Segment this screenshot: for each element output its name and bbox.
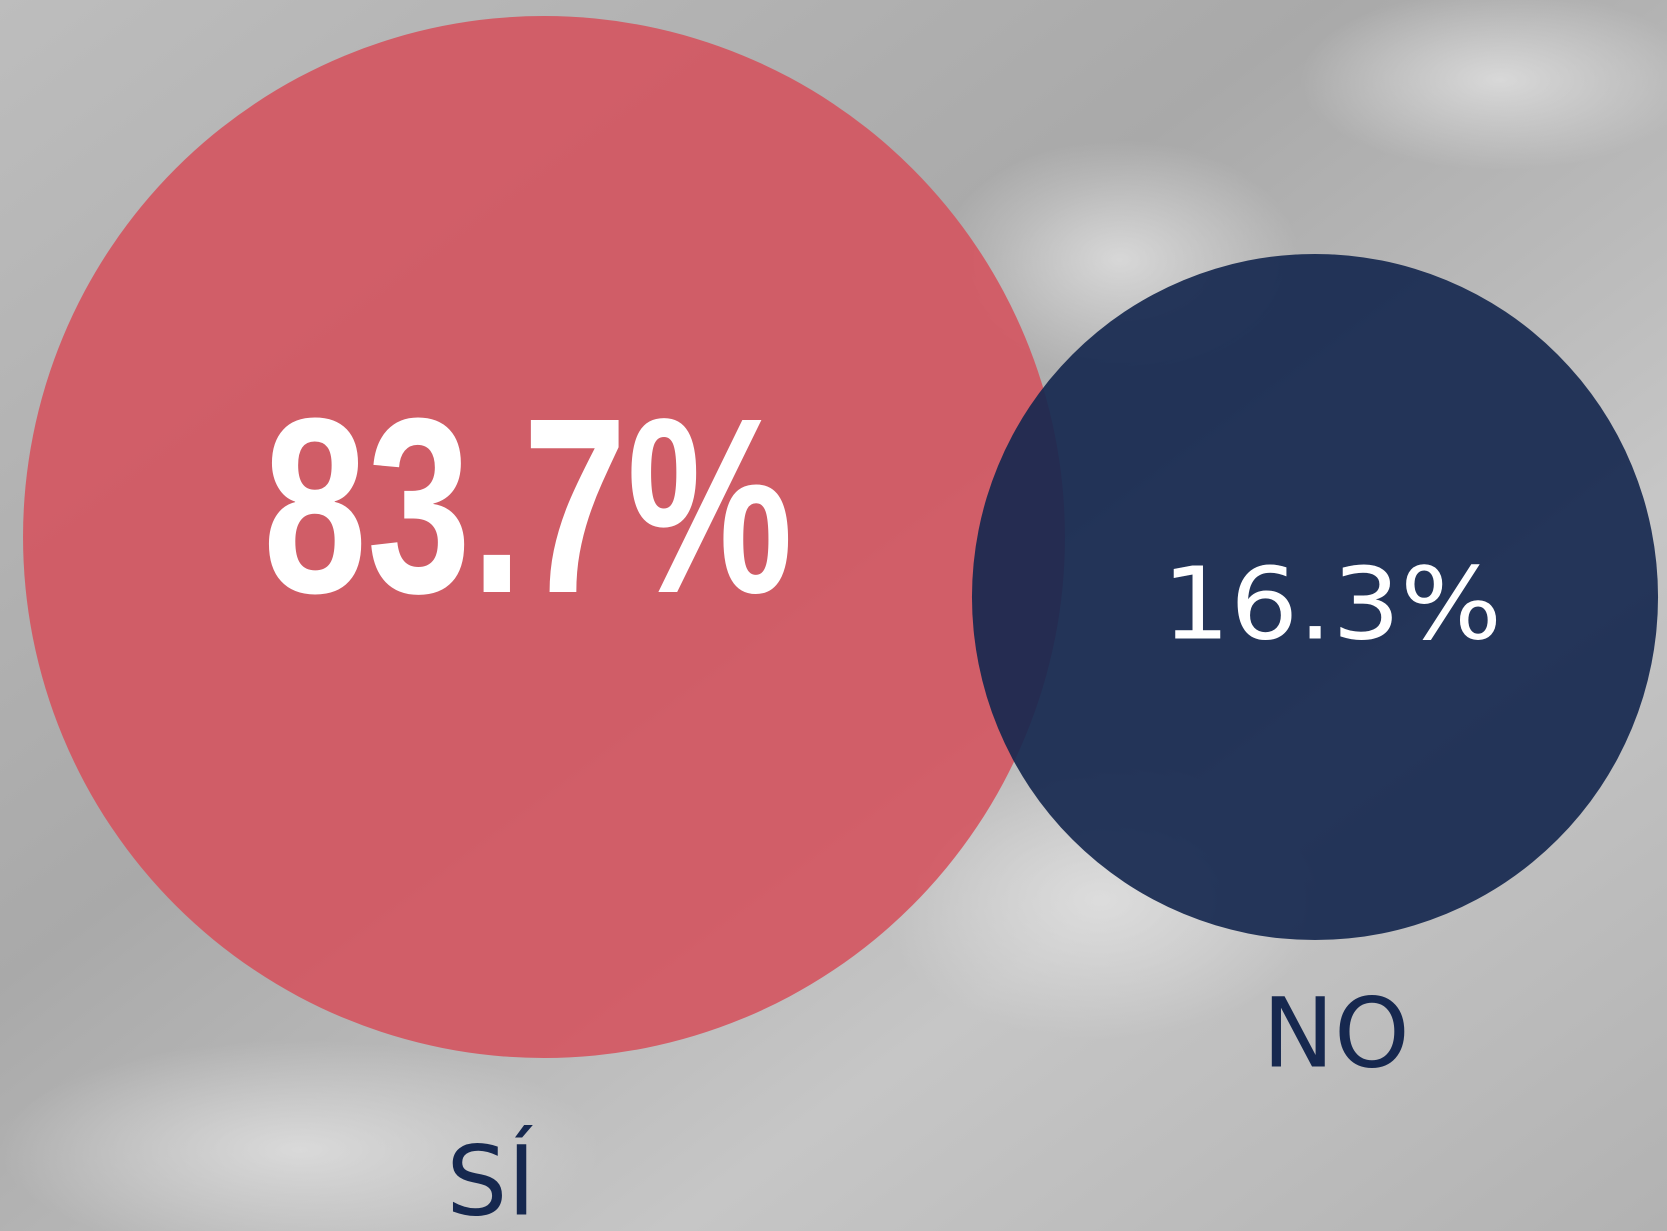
background-texture — [1300, 0, 1667, 170]
category-label: SÍ — [446, 1124, 535, 1231]
bubble — [971, 253, 1659, 941]
value-label: 16.3% — [1162, 545, 1502, 662]
category-label: NO — [1262, 977, 1409, 1089]
value-label: 83.7% — [263, 366, 793, 645]
bubble — [23, 16, 1065, 1058]
background-texture — [0, 1040, 600, 1231]
